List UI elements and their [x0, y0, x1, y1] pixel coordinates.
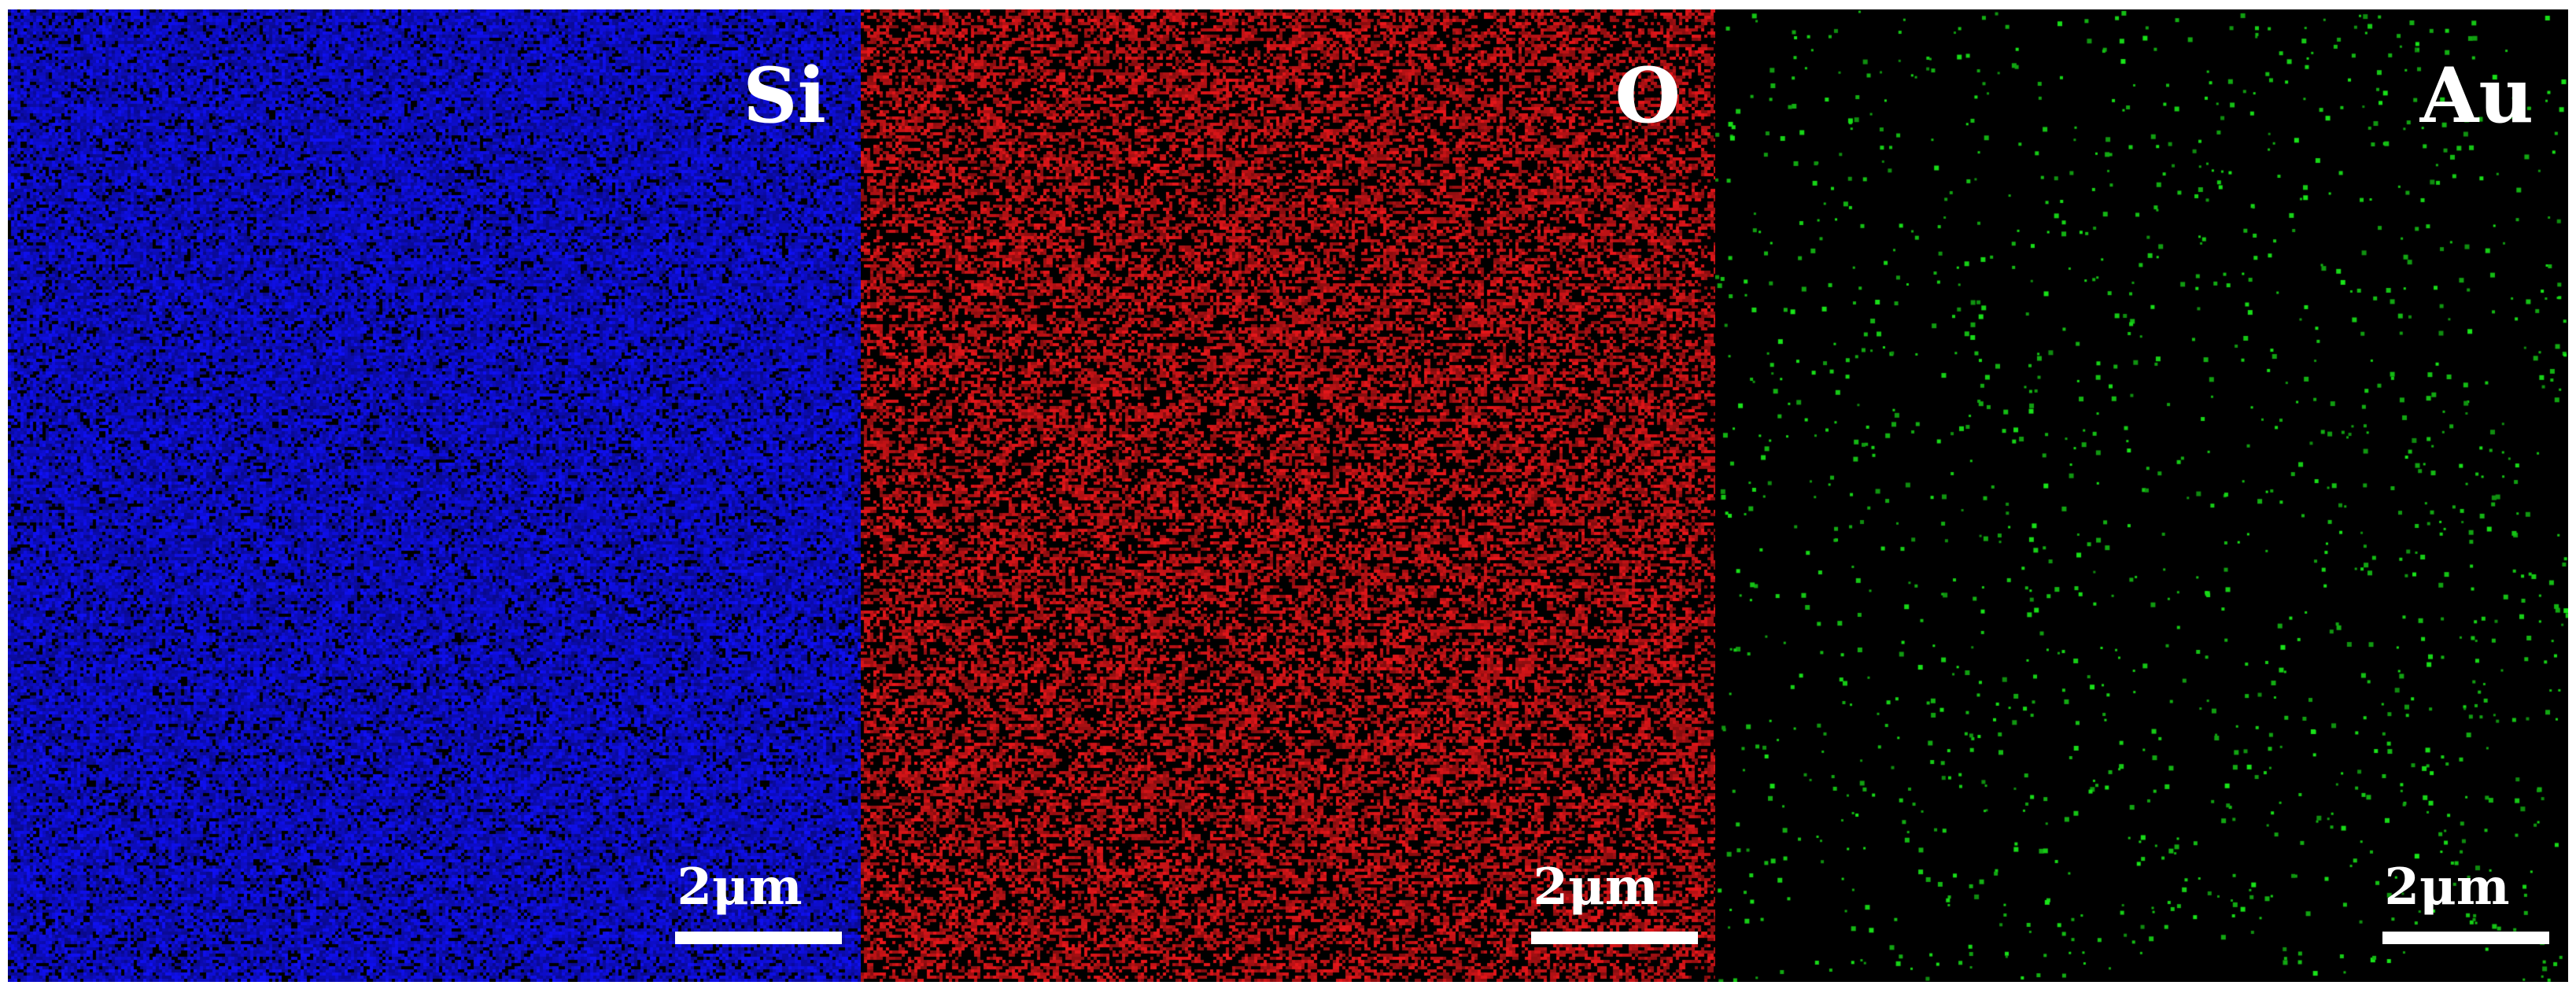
element-label-au: Au — [2419, 51, 2534, 140]
si-map-panel: Si 2μm — [8, 9, 861, 982]
scale-bar-label: 2μm — [1533, 858, 1659, 917]
scale-bar — [675, 932, 842, 944]
scale-bar-label: 2μm — [677, 858, 803, 917]
au-map-panel: Au 2μm — [1715, 9, 2568, 982]
element-label-o: O — [1615, 51, 1681, 140]
scale-bar — [1531, 932, 1698, 944]
o-map-panel: O 2μm — [861, 9, 1715, 982]
element-label-si: Si — [743, 51, 826, 140]
scale-bar — [2382, 932, 2549, 944]
scale-bar-label: 2μm — [2384, 858, 2510, 917]
o-map-image — [861, 9, 1715, 982]
si-map-image — [8, 9, 861, 982]
au-map-image — [1715, 9, 2568, 982]
